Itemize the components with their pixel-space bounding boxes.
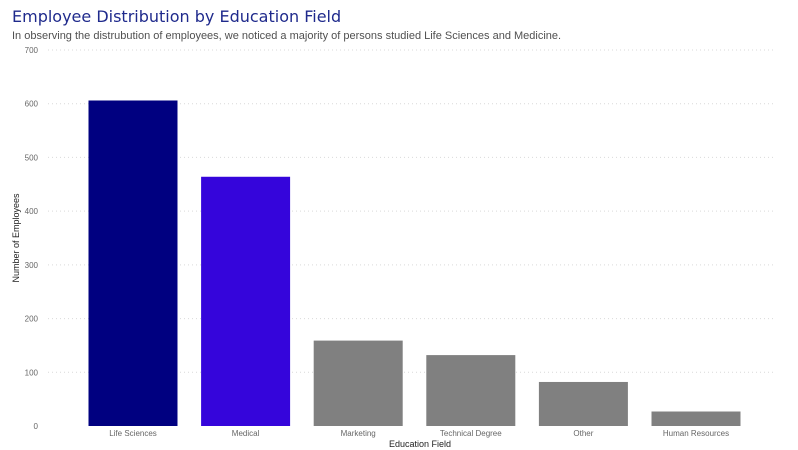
x-axis-title: Education Field [389,439,451,449]
bar-technical-degree[interactable] [426,355,516,426]
bars [88,100,741,427]
y-tick-label: 100 [25,368,39,377]
x-tick-label: Life Sciences [109,429,157,438]
y-tick-label: 0 [34,422,39,431]
x-tick-label: Marketing [341,429,376,438]
x-tick-label: Technical Degree [440,429,502,438]
bar-human-resources[interactable] [651,411,741,426]
y-tick-label: 400 [25,207,39,216]
bar-medical[interactable] [201,176,291,426]
y-tick-label: 500 [25,153,39,162]
bar-marketing[interactable] [313,340,403,426]
y-tick-label: 200 [25,315,39,324]
y-tick-label: 300 [25,261,39,270]
y-axis-title: Number of Employees [11,193,21,283]
x-tick-label: Medical [232,429,260,438]
x-axis-ticks: Life Sciences Medical Marketing Technical D… [109,429,729,438]
chart-title: Employee Distribution by Education Field [12,7,342,26]
bar-life-sciences[interactable] [88,100,178,427]
x-tick-label: Other [573,429,593,438]
y-tick-label: 700 [25,46,39,55]
chart-subtitle: In observing the distrubution of employe… [12,30,562,42]
x-tick-label: Human Resources [663,429,729,438]
y-axis-ticks: 0 100 200 300 400 500 600 700 [25,46,39,431]
bar-other[interactable] [538,381,628,426]
y-tick-label: 600 [25,100,39,109]
